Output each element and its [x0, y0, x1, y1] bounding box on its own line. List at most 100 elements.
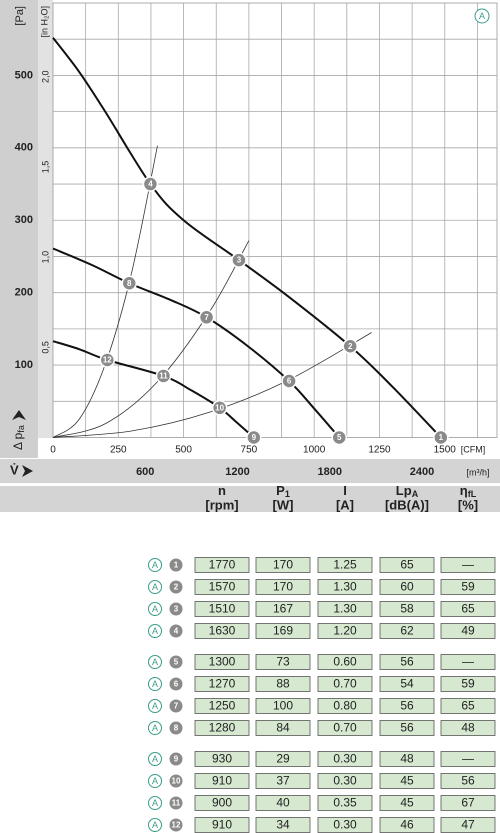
header-main: η — [460, 483, 468, 498]
cell — [317, 698, 373, 714]
cell-text: 0.70 — [333, 721, 357, 735]
header-unit: [dB(A)] — [385, 497, 429, 512]
x2-tick-label: 2400 — [410, 466, 434, 478]
cell — [440, 601, 496, 617]
system-curve — [52, 145, 158, 438]
cell-text: 56 — [400, 699, 414, 713]
curve-badge — [148, 677, 162, 691]
cell-text: 37 — [276, 774, 290, 788]
point-label: 1 — [174, 561, 179, 570]
x-tick-label: 0 — [50, 445, 56, 456]
operating-point-label: 11 — [159, 372, 168, 381]
cell — [379, 557, 435, 573]
y-tick-label: 300 — [15, 214, 33, 226]
curve-label: A — [152, 776, 158, 786]
cell — [317, 795, 373, 811]
cell — [317, 676, 373, 692]
point-label: 4 — [174, 627, 179, 636]
cell-text: 65 — [461, 602, 475, 616]
cell-text: 1630 — [209, 624, 236, 638]
cell — [255, 698, 311, 714]
cell — [194, 676, 250, 692]
operating-point — [99, 352, 116, 368]
x-label: [CFM] — [461, 444, 486, 454]
cell-text: 48 — [461, 721, 475, 735]
operating-point — [198, 309, 215, 326]
cell-text: 48 — [400, 752, 414, 766]
cell-text: 1.30 — [333, 580, 357, 594]
header-main: I — [343, 483, 347, 498]
curve-badge — [148, 655, 162, 669]
cell — [440, 795, 496, 811]
cell — [440, 623, 496, 639]
cell — [379, 795, 435, 811]
cell-text: — — [462, 752, 474, 766]
cell-text: 1770 — [209, 558, 236, 572]
cell-text: 62 — [400, 624, 414, 638]
header-unit: [A] — [336, 497, 354, 512]
system-curve — [52, 332, 372, 438]
cell-text: 84 — [276, 721, 290, 735]
header-unit: [rpm] — [205, 497, 238, 512]
cell — [255, 795, 311, 811]
header-title: ηfL — [460, 483, 477, 499]
x-tick-label: 1000 — [303, 445, 326, 456]
cell — [255, 751, 311, 767]
point-badge — [169, 752, 183, 766]
curve-badge — [148, 752, 162, 766]
operating-point — [246, 429, 262, 446]
cell-text: 54 — [400, 677, 414, 691]
point-badge — [169, 602, 183, 616]
badge-circle — [474, 8, 490, 24]
x-tick-label: 1250 — [368, 445, 391, 456]
cell-text: 1280 — [209, 721, 236, 735]
cell — [440, 773, 496, 789]
cell-text: 60 — [400, 580, 414, 594]
cell — [317, 623, 373, 639]
header-main: n — [218, 483, 226, 498]
operating-point — [211, 400, 228, 416]
cell-text: 1.30 — [333, 602, 357, 616]
cell — [255, 623, 311, 639]
operating-point — [342, 338, 358, 355]
cell-text: 169 — [273, 624, 293, 638]
point-label: 9 — [174, 755, 179, 764]
y-axis-title-sub: fa — [16, 425, 26, 433]
point-label: 7 — [174, 702, 179, 711]
cell — [440, 720, 496, 736]
point-badge — [169, 655, 183, 669]
point-badge — [169, 624, 183, 638]
operating-point-label: 4 — [148, 180, 153, 189]
cell-text: 59 — [461, 677, 475, 691]
cell — [379, 654, 435, 670]
curve-label: A — [152, 723, 158, 733]
curve-badge — [148, 796, 162, 810]
cell-text: 1.20 — [333, 624, 357, 638]
cell-text: 46 — [400, 818, 414, 832]
cell-text: 0.80 — [333, 699, 357, 713]
cell — [379, 623, 435, 639]
cell-text: 88 — [276, 677, 290, 691]
curve-label: A — [152, 701, 158, 711]
cell — [194, 751, 250, 767]
curve-badge — [148, 721, 162, 735]
cell — [194, 795, 250, 811]
cell-text: 1270 — [209, 677, 236, 691]
cell — [194, 601, 250, 617]
curve-badge — [148, 602, 162, 616]
cell-text: 910 — [212, 774, 232, 788]
y-tick-label: 100 — [15, 359, 33, 371]
point-label: 6 — [174, 680, 179, 689]
x-tick-label: 1500 — [434, 445, 457, 456]
cell-text: 1250 — [209, 699, 236, 713]
cell-text: 49 — [461, 624, 475, 638]
cell-text: 910 — [212, 818, 232, 832]
cell — [379, 773, 435, 789]
x2-tick-label: 1800 — [317, 466, 341, 478]
cell-text: 56 — [400, 655, 414, 669]
x2-axis-title: V̇ — [10, 462, 19, 477]
x2-tick-label: 1200 — [225, 466, 249, 478]
point-badge — [169, 721, 183, 735]
y2-tick-label: 0,5 — [40, 341, 50, 354]
